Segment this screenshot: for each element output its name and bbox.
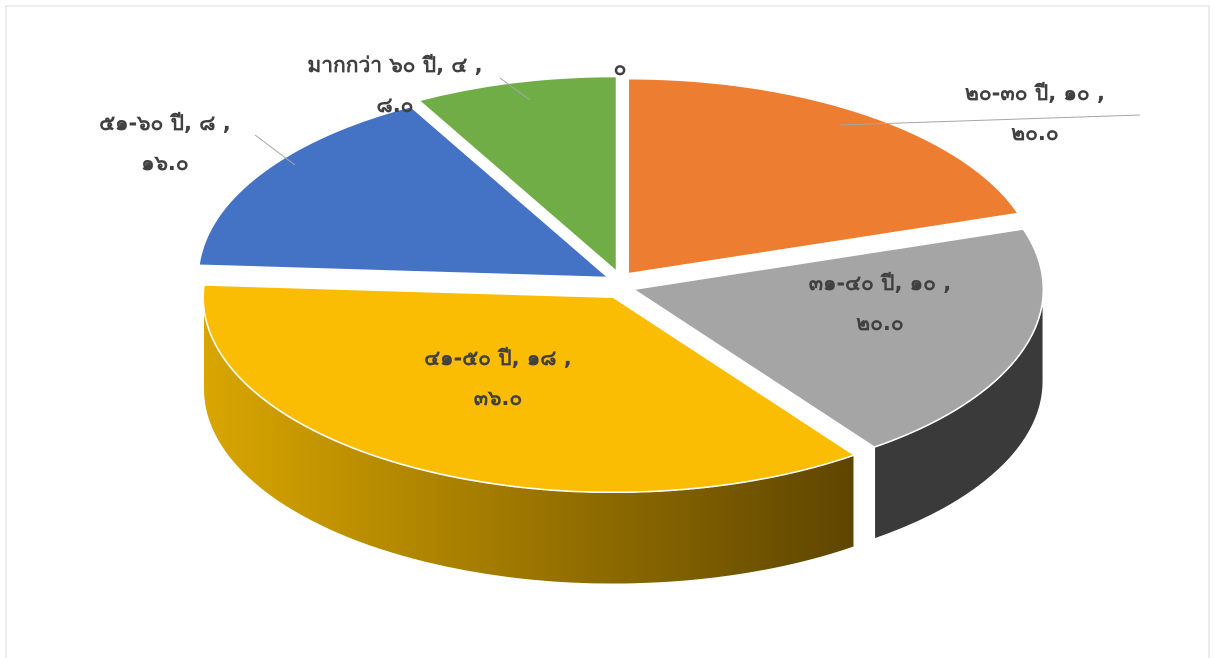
label-category: ๓๑-๔๐ ปี xyxy=(809,271,895,295)
label-count: ๑๘ xyxy=(527,346,557,370)
data-label: ๑๖.๐ xyxy=(141,151,188,175)
data-label: มากกว่า ๖๐ ปี, ๔ , xyxy=(307,53,482,77)
label-separator: , xyxy=(215,111,230,135)
label-separator: , xyxy=(1090,81,1105,105)
leader-line xyxy=(499,77,531,101)
label-separator: , xyxy=(895,271,910,295)
label-separator: , xyxy=(436,53,451,77)
label-separator: , xyxy=(936,271,951,295)
label-count: ๑๐ xyxy=(910,271,936,295)
label-count: ๘ xyxy=(199,111,215,135)
data-label: ๐ xyxy=(614,56,627,80)
label-separator: , xyxy=(467,53,482,77)
pie-slice xyxy=(631,228,1045,448)
label-count: ๑๐ xyxy=(1064,81,1090,105)
pie-slice xyxy=(198,105,611,279)
label-separator: , xyxy=(184,111,199,135)
pie-slice xyxy=(627,77,1020,275)
pie-slice xyxy=(202,284,856,494)
label-category: ๒๐-๓๐ ปี xyxy=(965,81,1048,105)
label-separator: , xyxy=(556,346,571,370)
label-category: ๕๑-๖๐ ปี xyxy=(99,111,184,135)
data-label: ๒๐-๓๐ ปี, ๑๐ , xyxy=(965,81,1105,105)
label-category: มากกว่า ๖๐ ปี xyxy=(307,53,436,77)
data-label: ๕๑-๖๐ ปี, ๘ , xyxy=(99,111,231,135)
pie-slice xyxy=(417,75,618,274)
label-category: ๔๑-๕๐ ปี xyxy=(424,346,511,370)
leader-line xyxy=(839,114,1141,126)
label-count: ๔ xyxy=(451,53,467,77)
data-label: ๔๑-๕๐ ปี, ๑๘ , xyxy=(424,346,571,370)
data-label: ๘.๐ xyxy=(377,93,414,117)
data-label: ๓๑-๔๐ ปี, ๑๐ , xyxy=(809,271,952,295)
label-separator: , xyxy=(1048,81,1063,105)
label-separator: , xyxy=(512,346,527,370)
leader-line xyxy=(254,134,296,166)
data-label: ๒๐.๐ xyxy=(1011,121,1058,145)
data-label: ๒๐.๐ xyxy=(856,311,903,335)
data-label: ๓๖.๐ xyxy=(474,386,522,410)
